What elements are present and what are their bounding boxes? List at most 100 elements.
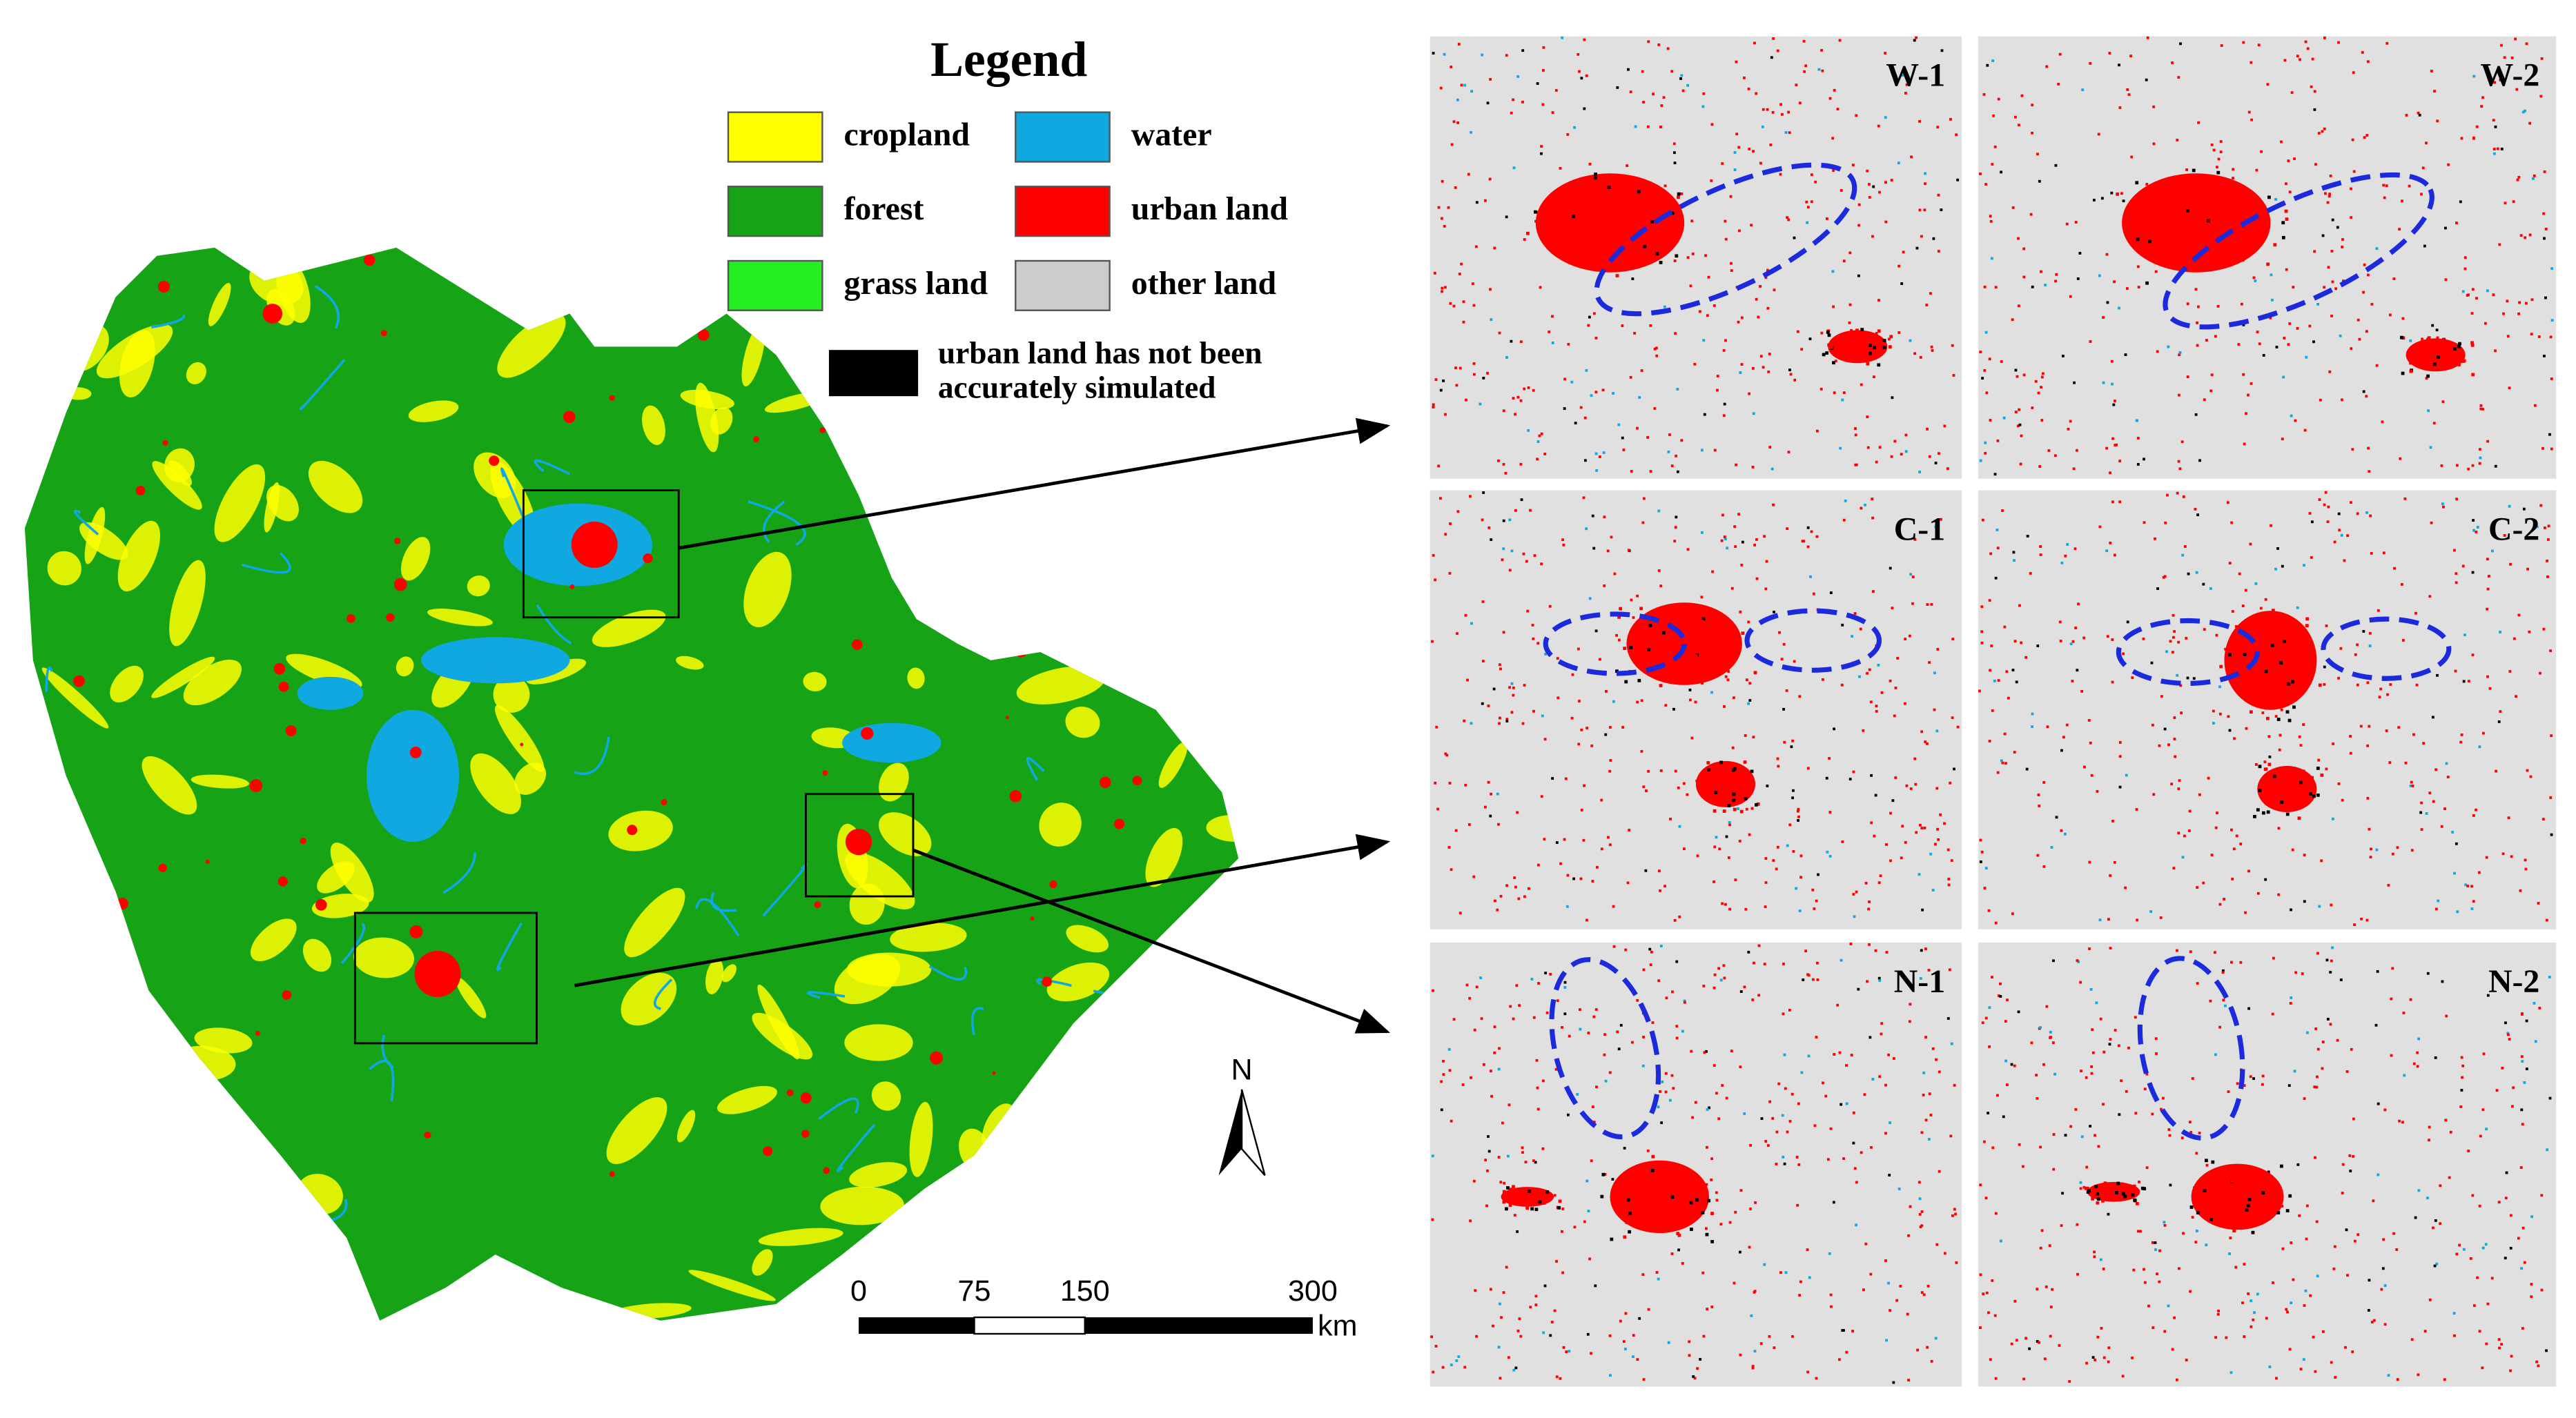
pixel [1831,137,1835,140]
pixel [1920,827,1924,830]
pixel [1523,387,1526,391]
pixel [2098,274,2101,277]
pixel [2110,191,2114,195]
pixel [2333,540,2336,544]
pixel [2520,1108,2524,1112]
pixel [2471,464,2475,467]
cropland-patch [169,560,206,647]
pixel [1641,521,1645,524]
pixel [1929,1114,1933,1116]
pixel [2345,1070,2349,1073]
pixel [1653,347,1657,351]
pixel [2409,339,2412,342]
pixel [1606,549,1610,553]
pixel [2530,1215,2534,1219]
pixel [1918,208,1922,212]
pixel [1920,730,1924,733]
pixel [2368,470,2371,473]
pixel [1652,92,1655,96]
pixel [2330,903,2333,907]
pixel [1748,148,1751,150]
pixel [1890,455,1893,458]
pixel [2500,43,2503,47]
pixel [2011,669,2015,672]
pixel [2006,1083,2009,1087]
pixel [2298,735,2301,738]
pixel [1956,178,1960,181]
pixel [2281,1205,2284,1208]
pixel [2339,978,2343,981]
pixel [1629,375,1632,379]
cropland-patch [1066,925,1109,953]
pixel [1731,768,1735,772]
pixel [1790,1092,1794,1096]
pixel [2323,127,2326,130]
pixel [1686,83,1690,87]
pixel [1619,193,1623,197]
pixel [2186,375,2189,378]
cropland-patch [151,656,215,698]
pixel [2143,521,2146,524]
pixel [2111,680,2114,684]
pixel [2425,812,2428,815]
pixel [1800,1071,1804,1074]
pixel [1561,1026,1563,1029]
pixel [1529,509,1532,512]
pixel [1782,1012,1785,1016]
pixel [2090,774,2094,777]
pixel [2243,1263,2246,1266]
pixel [1587,1032,1590,1034]
pixel [2255,168,2258,172]
pixel [2401,336,2406,340]
pixel [1659,584,1663,588]
pixel [2064,554,2067,558]
pixel [1481,518,1484,522]
legend-swatch [1015,259,1111,311]
pixel [2515,695,2517,698]
pixel [2350,216,2353,219]
pixel [1568,1034,1571,1038]
pixel [1914,782,1918,786]
pixel [2482,1052,2486,1056]
pixel [1943,1252,1946,1255]
pixel [2076,277,2080,280]
pixel [2506,335,2510,338]
pixel [1936,126,1940,129]
pixel [1434,578,1437,582]
pixel [1979,459,1982,462]
pixel [1649,963,1652,967]
pixel [1561,1230,1563,1233]
pixel [1793,378,1797,382]
pixel [2363,136,2366,139]
pixel [2325,767,2328,771]
pixel [2426,972,2430,975]
pixel [1579,406,1583,409]
pixel [2039,545,2042,548]
pixel [1540,562,1543,566]
cropland-patch [467,575,490,597]
pixel [2181,856,2185,859]
urban-spot [315,899,327,911]
pixel [1768,1100,1772,1103]
pixel [2292,768,2296,771]
pixel [1604,246,1608,250]
urban-spot [1099,776,1111,789]
pixel [1556,999,1559,1003]
pixel [1715,1199,1719,1202]
pixel [2362,390,2365,393]
pixel [2145,281,2149,285]
pixel [1670,1074,1674,1077]
pixel [1600,798,1603,802]
pixel [2230,1179,2234,1183]
pixel [1707,275,1710,279]
pixel [1484,805,1487,809]
pixel [1519,340,1523,344]
pixel [2495,1089,2499,1092]
pixel [1461,1083,1465,1086]
pixel [2267,762,2272,767]
pixel [2162,1096,2165,1100]
pixel [1796,1203,1799,1207]
pixel [1512,1017,1515,1021]
pixel [1701,1210,1705,1214]
pixel [1595,865,1599,869]
